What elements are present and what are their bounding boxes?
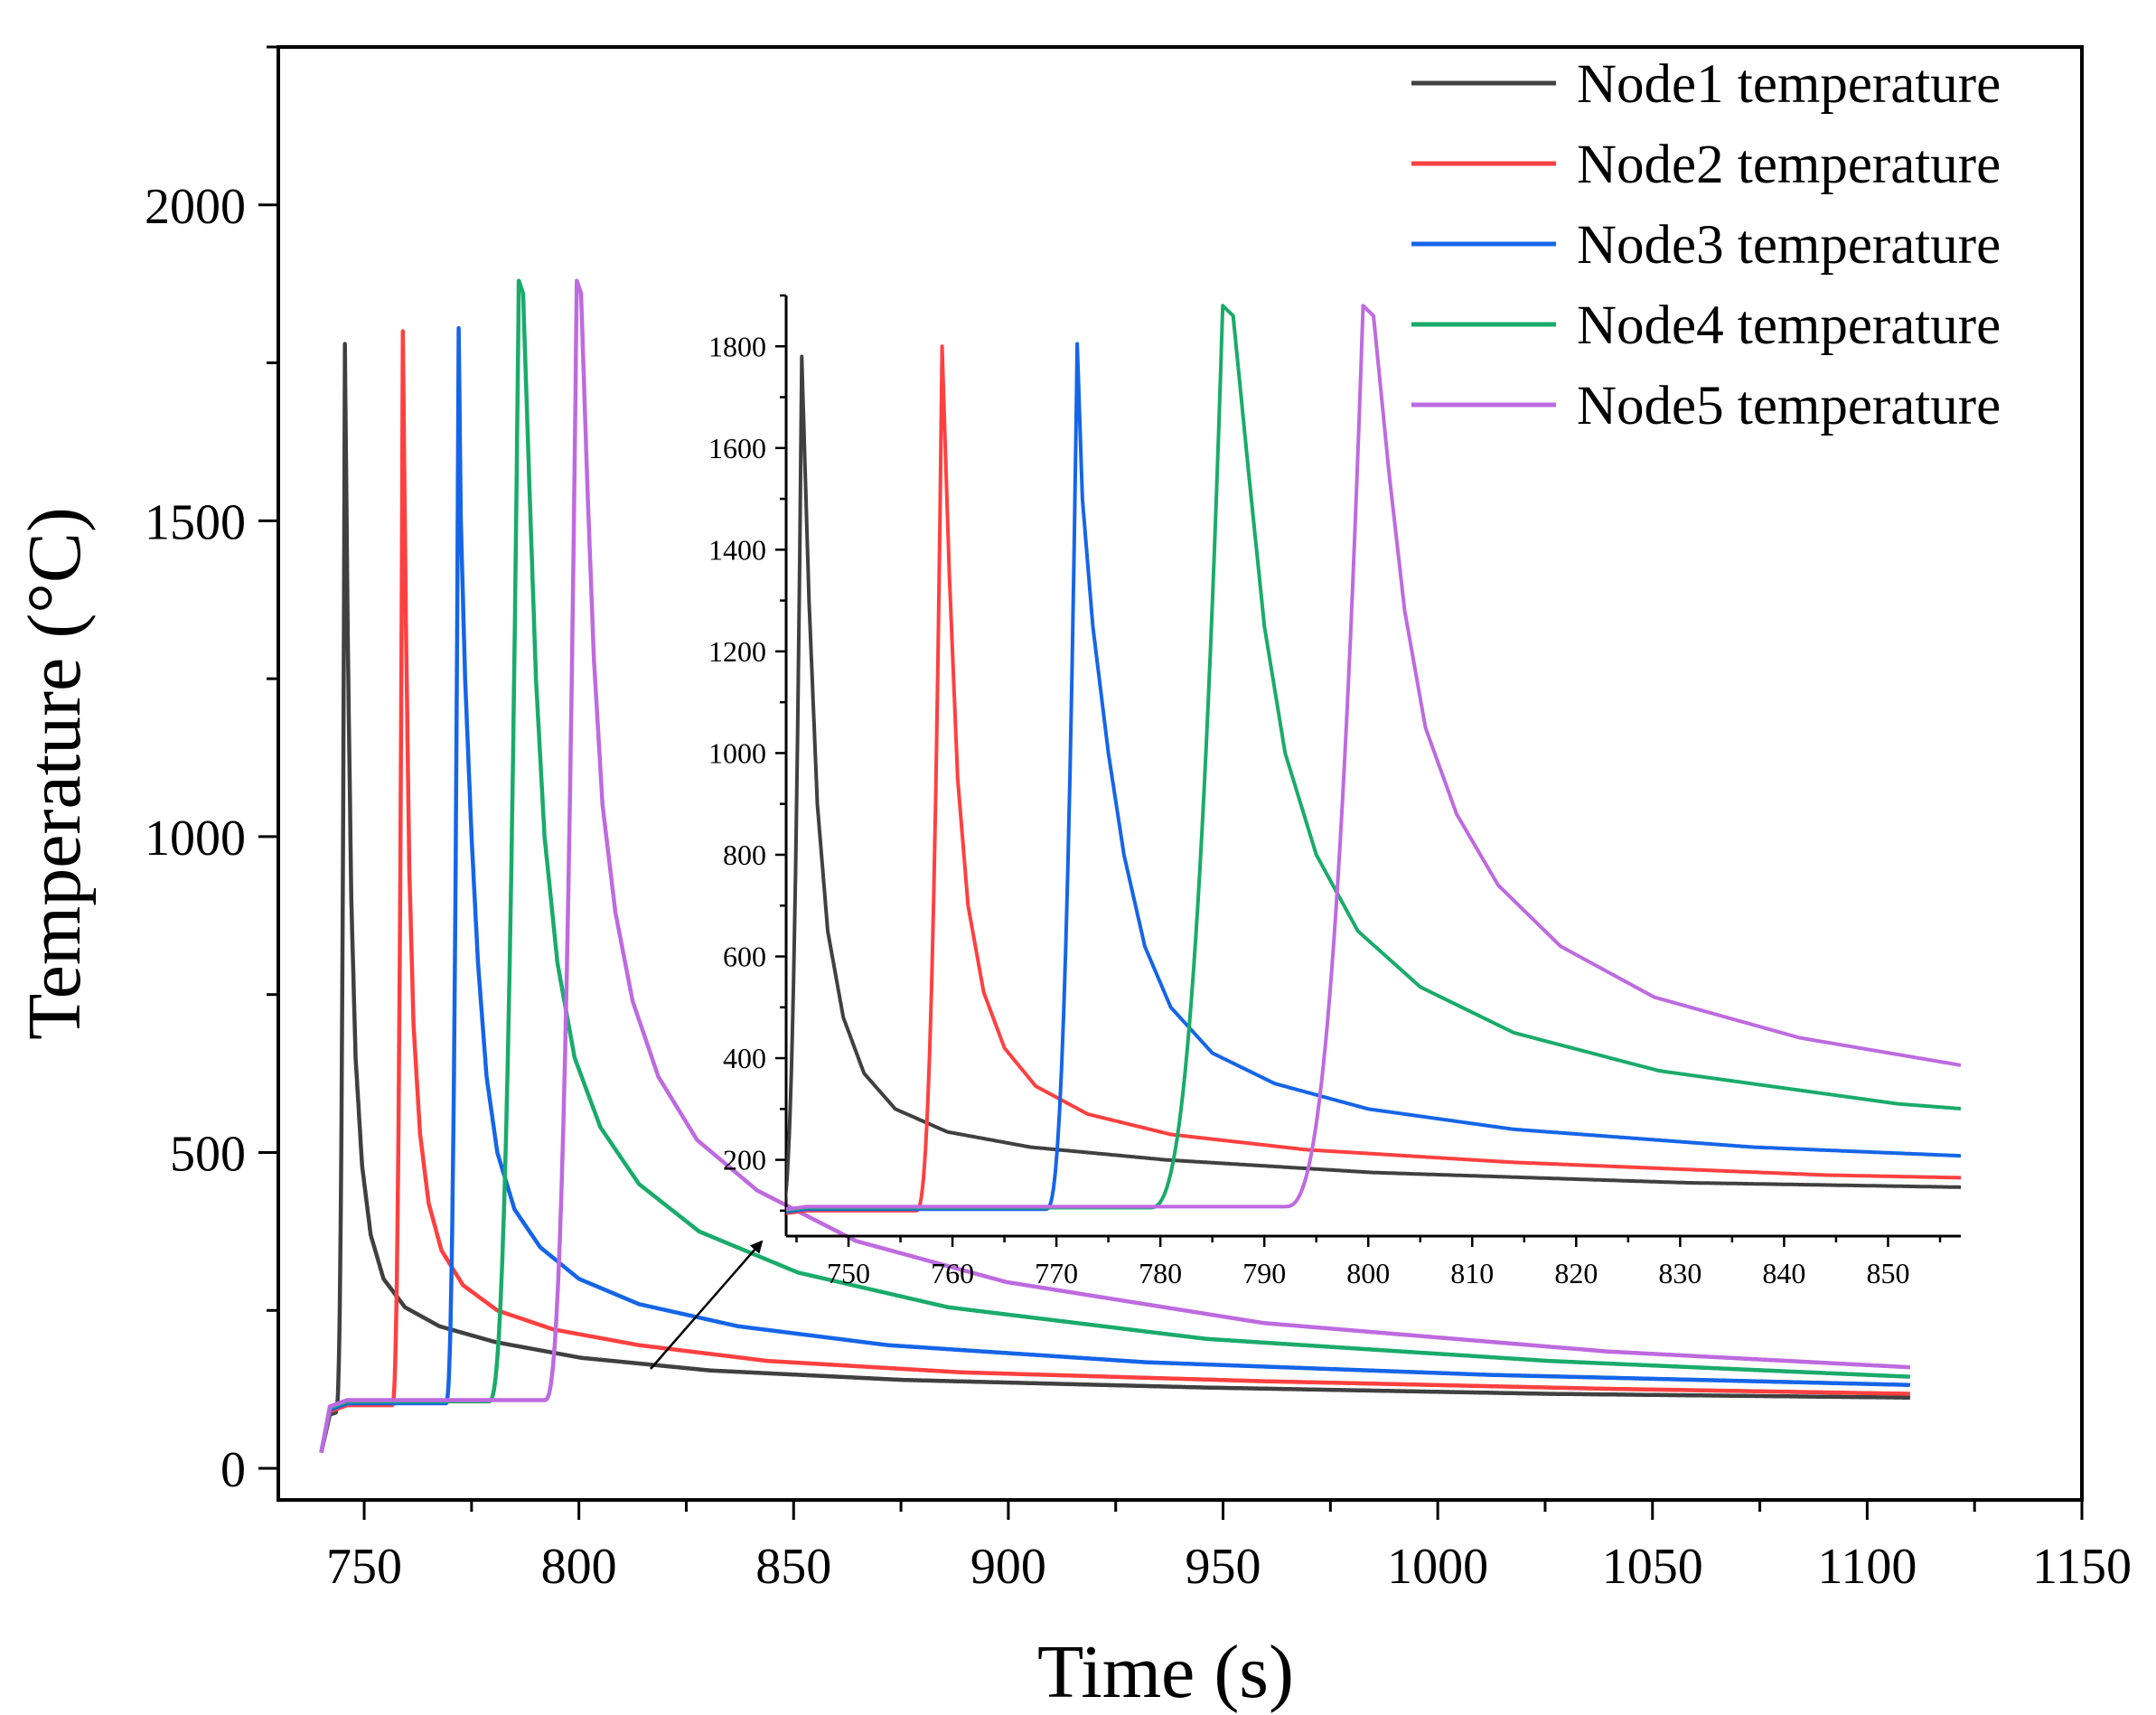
inset-x-tick-label: 830 (1658, 1257, 1701, 1289)
legend-label-node3: Node3 temperature (1577, 215, 2001, 276)
inset-y-tick-label: 600 (723, 941, 766, 973)
legend-label-node4: Node4 temperature (1577, 295, 2001, 356)
inset-x-tick-label: 790 (1242, 1257, 1286, 1289)
y-tick-label: 1500 (145, 494, 246, 550)
y-tick-label: 2000 (145, 179, 246, 235)
inset-y-tick-label: 800 (723, 839, 766, 871)
legend-label-node5: Node5 temperature (1577, 376, 2001, 436)
inset-axes: 750 760 770 780 790 800 810 820 830 840 850 200 400 6… (708, 294, 1961, 1289)
main-series-line-node4 (319, 278, 1912, 1454)
inset-y-tick-label: 200 (723, 1144, 766, 1176)
inset-y-tick-label: 1600 (708, 432, 766, 464)
inset-x-tick-label: 820 (1554, 1257, 1598, 1289)
x-tick-label: 1150 (2032, 1539, 2132, 1595)
x-tick-label: 1100 (1817, 1539, 1917, 1595)
y-tick-label: 1000 (145, 811, 246, 867)
y-axis-title: Temperature (°C) (13, 507, 97, 1040)
inset-x-tick-label: 840 (1762, 1257, 1805, 1289)
main-series-line-node2 (319, 329, 1912, 1454)
legend-label-node2: Node2 temperature (1577, 135, 2001, 195)
x-tick-label: 950 (1186, 1539, 1261, 1595)
legend-label-node1: Node1 temperature (1577, 54, 2001, 115)
inset-y-tick-label: 400 (723, 1042, 766, 1074)
main-plot-frame (277, 45, 2084, 1502)
main-series (319, 278, 1912, 1454)
x-tick-label: 1000 (1387, 1539, 1488, 1595)
y-tick-label: 0 (220, 1442, 246, 1498)
inset-x-tick-label: 810 (1450, 1257, 1494, 1289)
inset-x-tick-label: 850 (1866, 1257, 1909, 1289)
inset-y-tick-label: 1400 (708, 533, 766, 566)
inset-x-tick-label: 760 (931, 1257, 974, 1289)
inset-x-tick-label: 800 (1346, 1257, 1390, 1289)
inset-x-tick-label: 750 (827, 1257, 870, 1289)
main-series-line-node5 (319, 278, 1912, 1454)
inset-series (786, 304, 1961, 1215)
inset-series-line-node5 (786, 304, 1961, 1212)
inset-x-tick-label: 770 (1035, 1257, 1078, 1289)
x-tick-label: 900 (970, 1539, 1046, 1595)
x-tick-label: 750 (326, 1539, 402, 1595)
x-tick-label: 1050 (1602, 1539, 1703, 1595)
main-series-line-node1 (319, 342, 1912, 1454)
inset-y-tick-label: 1800 (708, 330, 766, 362)
x-axis-title: Time (s) (1037, 1630, 1294, 1714)
y-tick-label: 500 (170, 1126, 246, 1182)
inset-x-tick-label: 780 (1139, 1257, 1182, 1289)
inset-series-line-node2 (786, 344, 1961, 1215)
inset-series-line-node1 (786, 354, 1961, 1205)
x-tick-label: 800 (541, 1539, 617, 1595)
main-series-line-node3 (319, 325, 1912, 1454)
inset-pointer-arrow (650, 1240, 764, 1370)
main-ticks: 750 800 850 900 950 1000 1050 1100 1150 0 500 1000 1… (145, 45, 2132, 1595)
x-tick-label: 850 (755, 1539, 831, 1595)
inset-y-tick-label: 1200 (708, 635, 766, 668)
legend: Node1 temperature Node2 temperature Node3 … (1411, 54, 2001, 436)
inset-y-tick-label: 1000 (708, 736, 766, 769)
